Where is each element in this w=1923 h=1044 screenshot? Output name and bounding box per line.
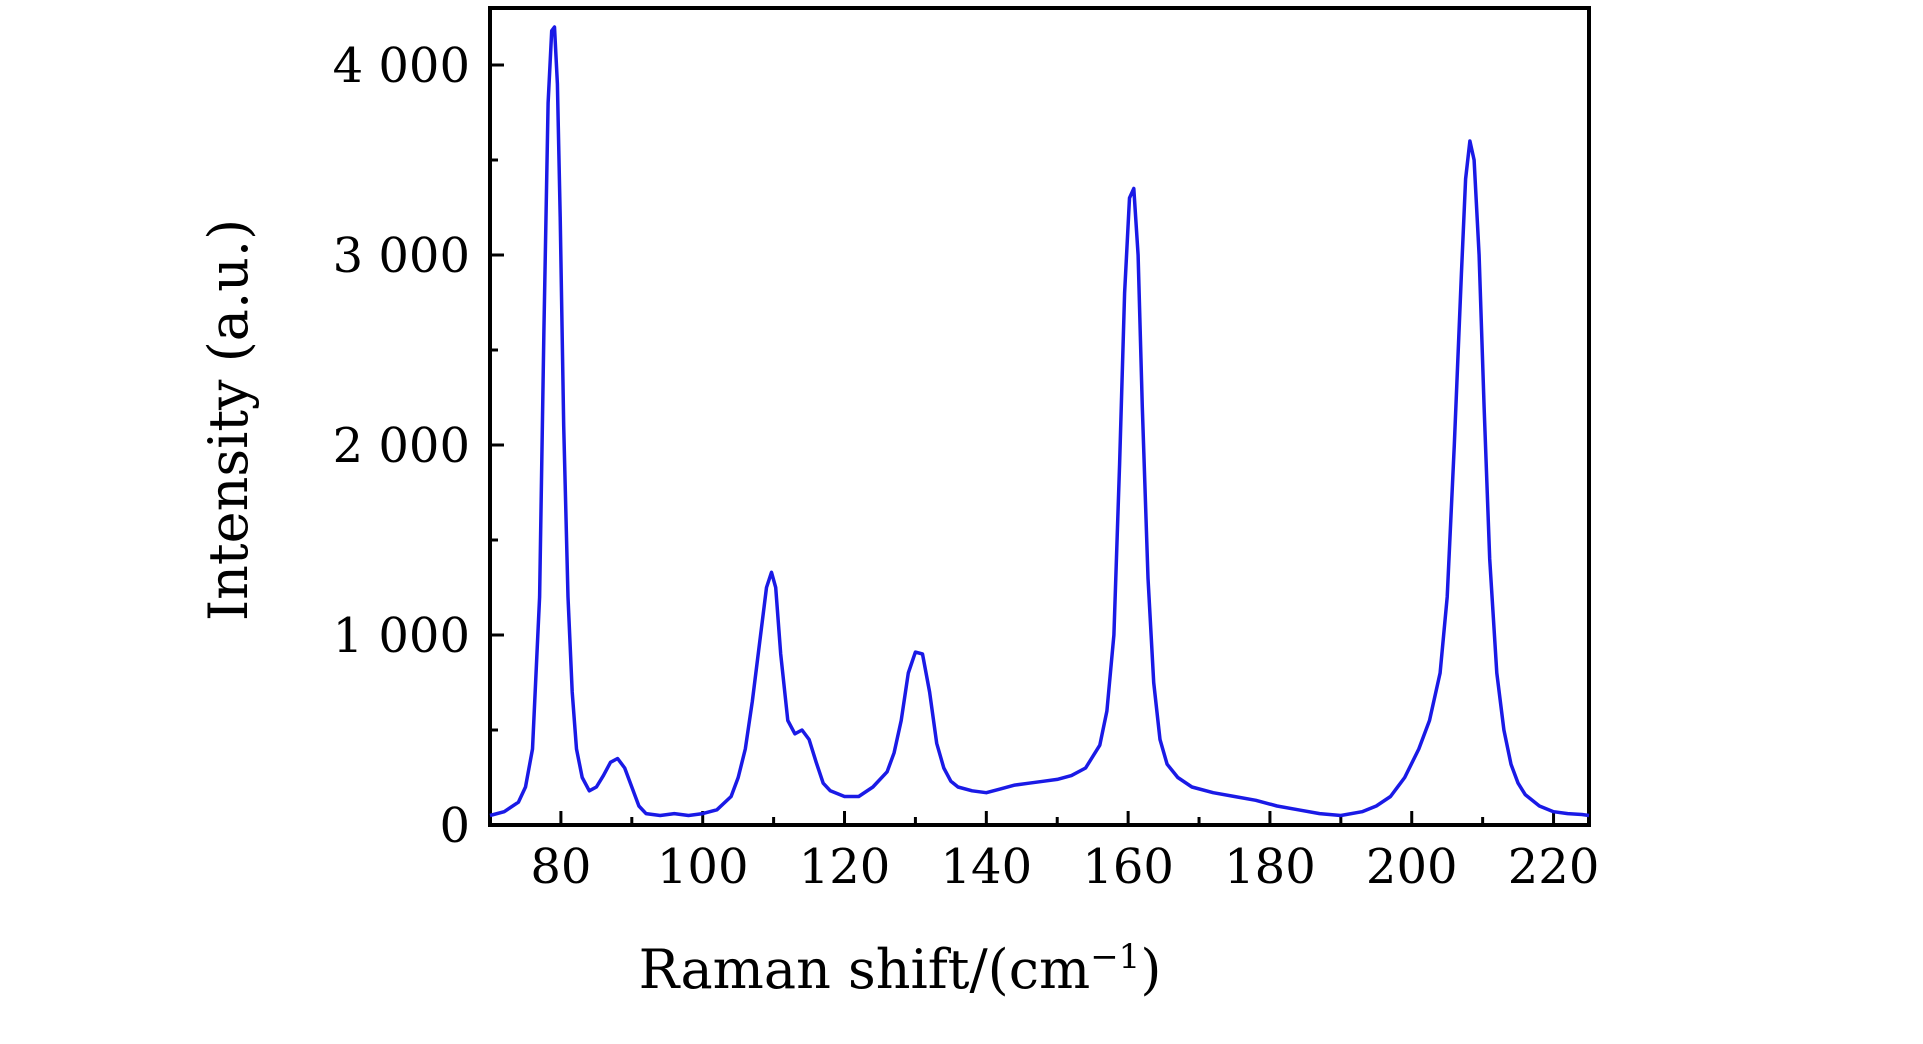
x-tick-label: 80 [530, 839, 591, 895]
x-tick-label: 140 [941, 839, 1033, 895]
x-tick-label: 200 [1366, 839, 1458, 895]
y-tick-label: 2 000 [333, 418, 470, 474]
plot-frame [488, 6, 1591, 827]
y-tick-label: 4 000 [333, 38, 470, 94]
x-tick-label: 160 [1082, 839, 1174, 895]
y-tick-label: 0 [439, 798, 470, 854]
x-axis-title-main: Raman shift/(cm [639, 938, 1091, 1001]
plot-layer: 80 100 120 140 160 180 200 220 0 1 000 2 000 3 000 4… [333, 6, 1600, 895]
x-tick-label: 180 [1224, 839, 1316, 895]
x-tick-label: 120 [799, 839, 891, 895]
x-axis-title-close: ) [1140, 938, 1161, 1001]
spectrum-line [489, 25, 1590, 818]
y-tick-label: 1 000 [333, 608, 470, 664]
x-tick-label: 100 [657, 839, 749, 895]
y-axis-title: Intensity (a.u.) [197, 219, 260, 621]
x-axis-title: Raman shift/(cm−1) [639, 937, 1162, 1001]
y-tick-label: 3 000 [333, 228, 470, 284]
x-axis-title-superscript: −1 [1090, 937, 1140, 977]
x-tick-label: 220 [1508, 839, 1600, 895]
